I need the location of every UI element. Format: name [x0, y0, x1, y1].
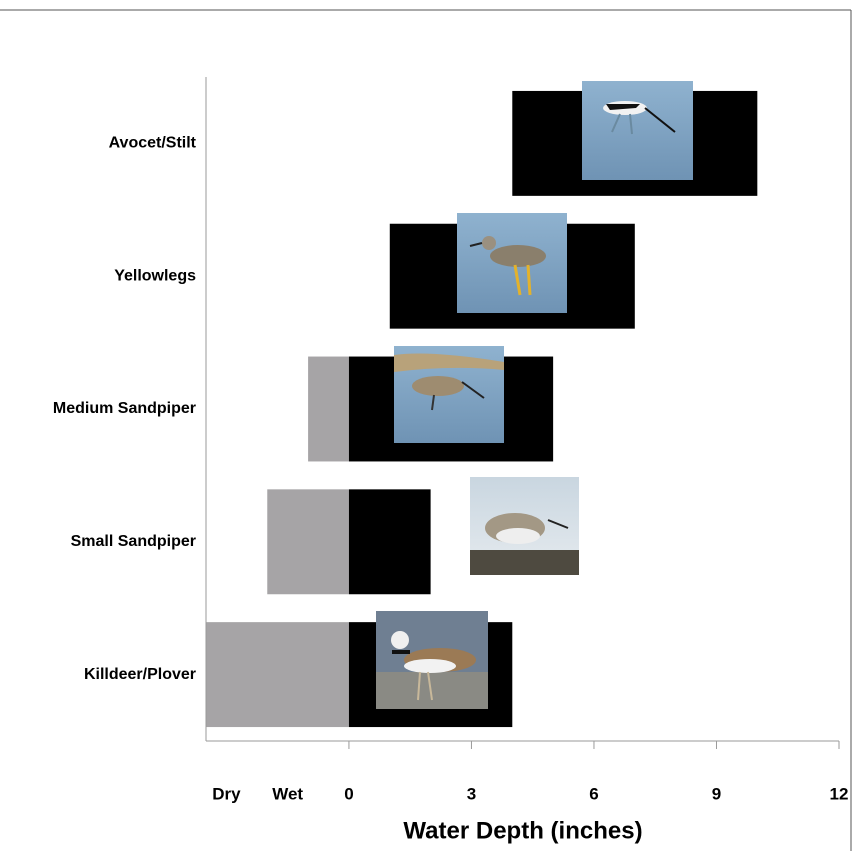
bar	[206, 622, 349, 728]
x-tick-label: 3	[467, 784, 476, 803]
x-tick-label: 12	[830, 784, 849, 803]
x-axis-title: Water Depth (inches)	[403, 817, 642, 844]
yellowlegs-photo	[457, 213, 567, 313]
medium-sandpiper-photo	[394, 346, 504, 443]
x-tick-label: 6	[589, 784, 598, 803]
x-tick-label: 0	[344, 784, 353, 803]
bar	[308, 356, 349, 462]
axes: Avocet/Stilt Yellowlegs Medium Sandpiper Sm…	[53, 77, 849, 803]
x-tick-label: Wet	[272, 784, 303, 803]
y-tick-label: Avocet/Stilt	[109, 135, 197, 152]
y-tick-label: Medium Sandpiper	[53, 400, 196, 417]
y-tick-label: Killdeer/Plover	[84, 666, 196, 683]
small-sandpiper-photo	[470, 477, 579, 575]
x-tick-label: Dry	[212, 784, 241, 803]
y-tick-label: Small Sandpiper	[71, 533, 196, 550]
y-tick-label: Yellowlegs	[114, 267, 196, 284]
avocet-photo	[582, 81, 693, 180]
photos	[376, 81, 693, 709]
bar	[348, 489, 431, 595]
x-tick-label: 9	[712, 784, 721, 803]
bar	[267, 489, 349, 595]
killdeer-photo	[376, 611, 488, 709]
